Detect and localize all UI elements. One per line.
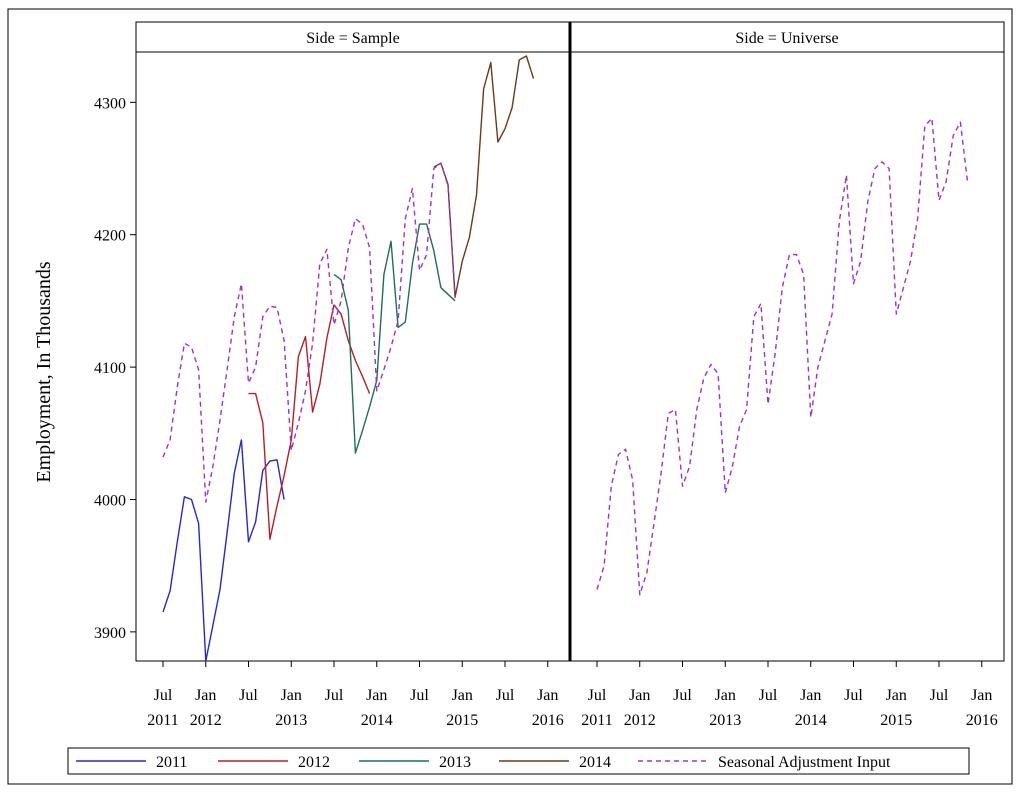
series-line-2011-sample [162,439,285,662]
x-tick-label: Jan [971,687,992,704]
x-tick-label: Jan [886,687,907,704]
x-tick-year-label: 2016 [532,712,564,729]
y-tick-label: 4000 [94,492,126,509]
x-tick-label: Jan [537,687,558,704]
x-tick-label: Jan [800,687,821,704]
panel-header-sample [135,21,571,53]
x-tick-year-label: 2013 [275,712,307,729]
x-tick-year-label: 2012 [624,712,656,729]
y-axis-label: Employment, In Thousands [33,261,55,482]
y-tick-label: 4200 [94,228,126,245]
series-line-seasonal-adjustment-input-sample [162,162,456,503]
y-tick-label: 4100 [94,360,126,377]
series-line-seasonal-adjustment-input-universe [596,117,969,596]
x-tick-label: Jul [496,687,515,704]
y-tick-label: 4300 [94,95,126,112]
panel-label-universe: Side = Universe [735,30,838,47]
x-tick-label: Jan [366,687,387,704]
x-tick-label: Jul [673,687,692,704]
x-tick-year-label: 2011 [147,712,178,729]
outer-frame [7,8,1013,785]
x-tick-year-label: 2013 [709,712,741,729]
x-tick-label: Jan [452,687,473,704]
x-tick-label: Jul [759,687,778,704]
x-tick-label: Jan [715,687,736,704]
x-tick-label: Jul [239,687,258,704]
legend-label: 2012 [298,754,330,771]
panel-header-universe [569,21,1005,53]
legend-label: 2011 [156,754,187,771]
x-tick-label: Jul [588,687,607,704]
legend-label: Seasonal Adjustment Input [718,754,891,771]
x-tick-label: Jul [844,687,863,704]
legend-label: 2013 [439,754,471,771]
x-tick-year-label: 2014 [795,712,827,729]
x-tick-year-label: 2011 [581,712,612,729]
x-tick-year-label: 2015 [880,712,912,729]
x-tick-label: Jan [195,687,216,704]
x-tick-label: Jul [154,687,173,704]
x-tick-label: Jul [930,687,949,704]
series-line-2014-sample [433,55,535,298]
x-tick-label: Jul [325,687,344,704]
x-tick-year-label: 2015 [446,712,478,729]
x-tick-year-label: 2012 [190,712,222,729]
panel-label-sample: Side = Sample [306,30,399,47]
x-tick-year-label: 2016 [966,712,998,729]
x-tick-year-label: 2014 [361,712,393,729]
x-tick-label: Jul [410,687,429,704]
x-tick-label: Jan [629,687,650,704]
legend-label: 2014 [579,754,611,771]
series-line-2013-sample [333,223,456,454]
x-tick-label: Jan [281,687,302,704]
y-tick-label: 3900 [94,625,126,642]
